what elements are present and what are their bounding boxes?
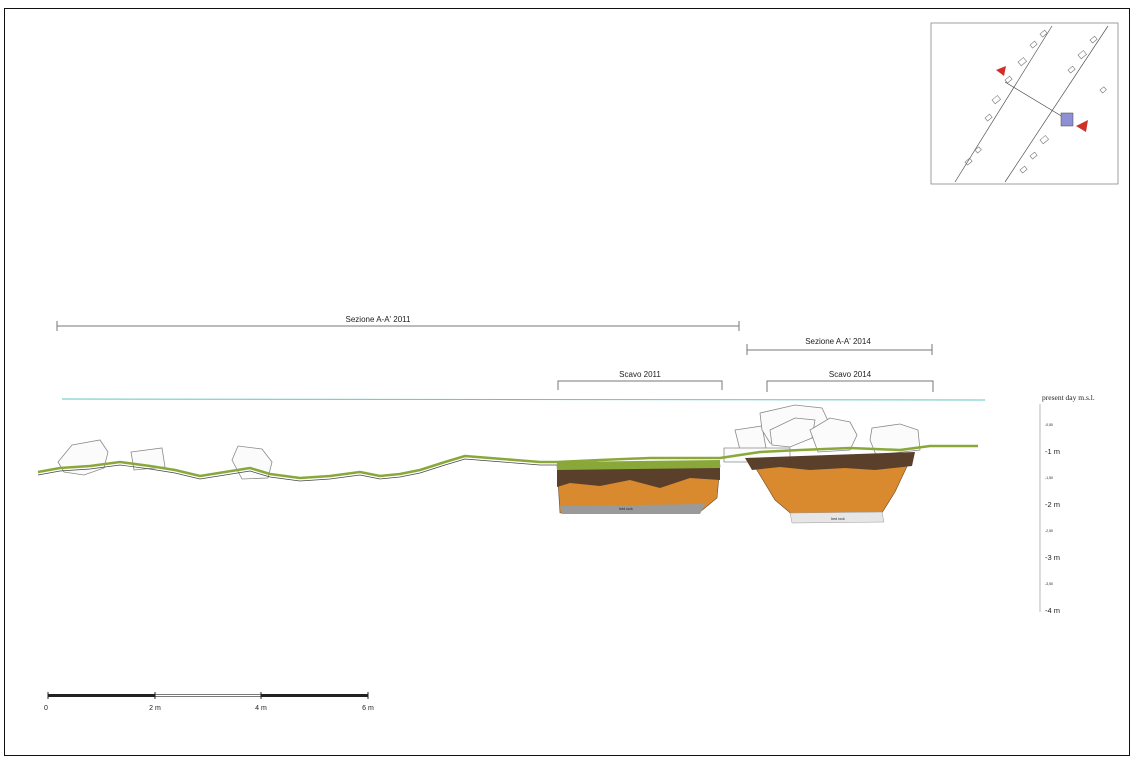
map-arrow-b <box>1076 120 1088 132</box>
trench-2014: bed rock <box>745 452 915 524</box>
boulder <box>869 423 921 456</box>
bracket-scavo-2014 <box>766 380 934 392</box>
elevation-scale: present day m.s.l. -0,50 -1 m -1,50 -2 m… <box>1039 393 1095 615</box>
scale-bar-segment <box>155 694 261 697</box>
map-trench-marker <box>1060 112 1074 127</box>
label-sezione-2014: Sezione A-A' 2014 <box>805 337 871 346</box>
elevation-heading: present day m.s.l. <box>1042 393 1095 402</box>
label-bedrock-2014: bed rock <box>831 517 845 521</box>
boulder <box>734 425 767 451</box>
elevation-minor-label: -2,50 <box>1045 529 1053 533</box>
location-map-frame <box>930 22 1119 185</box>
label-sezione-2011: Sezione A-A' 2011 <box>346 315 412 324</box>
scale-bar-label: 4 m <box>255 705 267 712</box>
map-road <box>1004 25 1109 183</box>
boulder <box>769 417 816 448</box>
map-structures <box>964 29 1107 174</box>
extent-brackets <box>56 321 934 392</box>
trench-2011-bedrock <box>560 504 705 514</box>
label-scavo-2011: Scavo 2011 <box>619 370 661 379</box>
scale-bar: 0 2 m 4 m 6 m <box>44 692 374 712</box>
elevation-label: -2 m <box>1045 500 1060 509</box>
label-bedrock-2011: bed rock <box>619 507 633 511</box>
scale-bar-label: 6 m <box>362 705 374 712</box>
trench-2014-bedrock <box>789 511 885 524</box>
elevation-minor-label: -0,50 <box>1045 423 1053 427</box>
scale-bar-label: 0 <box>44 705 48 712</box>
map-road <box>954 25 1053 183</box>
trench-2011-vegetation <box>557 460 720 470</box>
bracket-sezione-2014 <box>746 344 933 355</box>
map-arrow-a <box>996 66 1006 76</box>
trench-2014-topsoil <box>745 452 915 470</box>
scale-bar-label: 2 m <box>149 705 161 712</box>
ground-profile-vegetation <box>37 444 978 480</box>
elevation-minor-label: -1,50 <box>1045 476 1053 480</box>
elevation-minor-label: -3,50 <box>1045 582 1053 586</box>
sea-level-line <box>61 398 986 401</box>
label-scavo-2014: Scavo 2014 <box>829 370 872 379</box>
map-section-line <box>1004 81 1069 121</box>
trench-2011: bed rock <box>556 460 721 514</box>
boulders <box>57 404 921 480</box>
elevation-label: -1 m <box>1045 447 1060 456</box>
bracket-sezione-2011 <box>56 321 740 331</box>
location-map <box>930 22 1119 185</box>
boulder <box>809 417 858 453</box>
elevation-label: -3 m <box>1045 553 1060 562</box>
trench-2011-topsoil <box>557 465 720 488</box>
bracket-scavo-2011 <box>557 380 723 390</box>
elevation-label: -4 m <box>1045 606 1060 615</box>
ground-profile-line <box>37 458 557 482</box>
